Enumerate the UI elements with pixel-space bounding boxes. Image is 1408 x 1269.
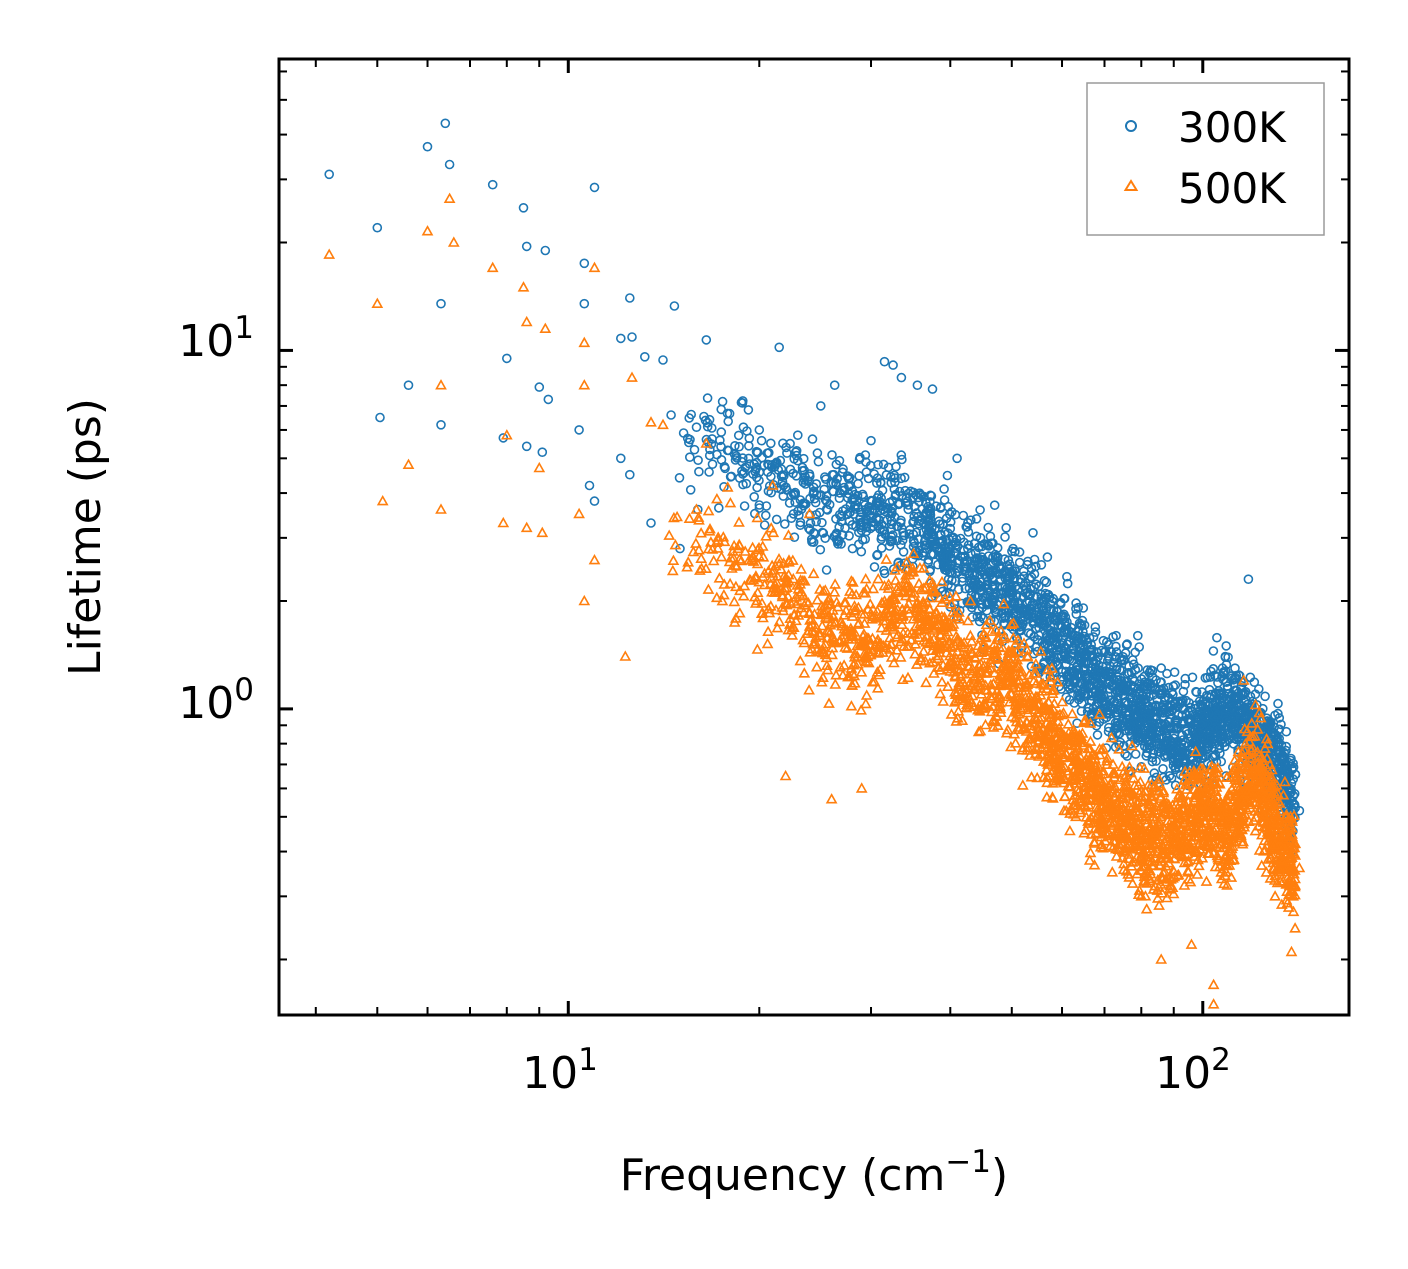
scatter-chart: 101 102 100 101 Frequency (cm−1) Lifetim… xyxy=(0,0,1408,1265)
chart-figure: 101 102 100 101 Frequency (cm−1) Lifetim… xyxy=(0,0,1408,1265)
